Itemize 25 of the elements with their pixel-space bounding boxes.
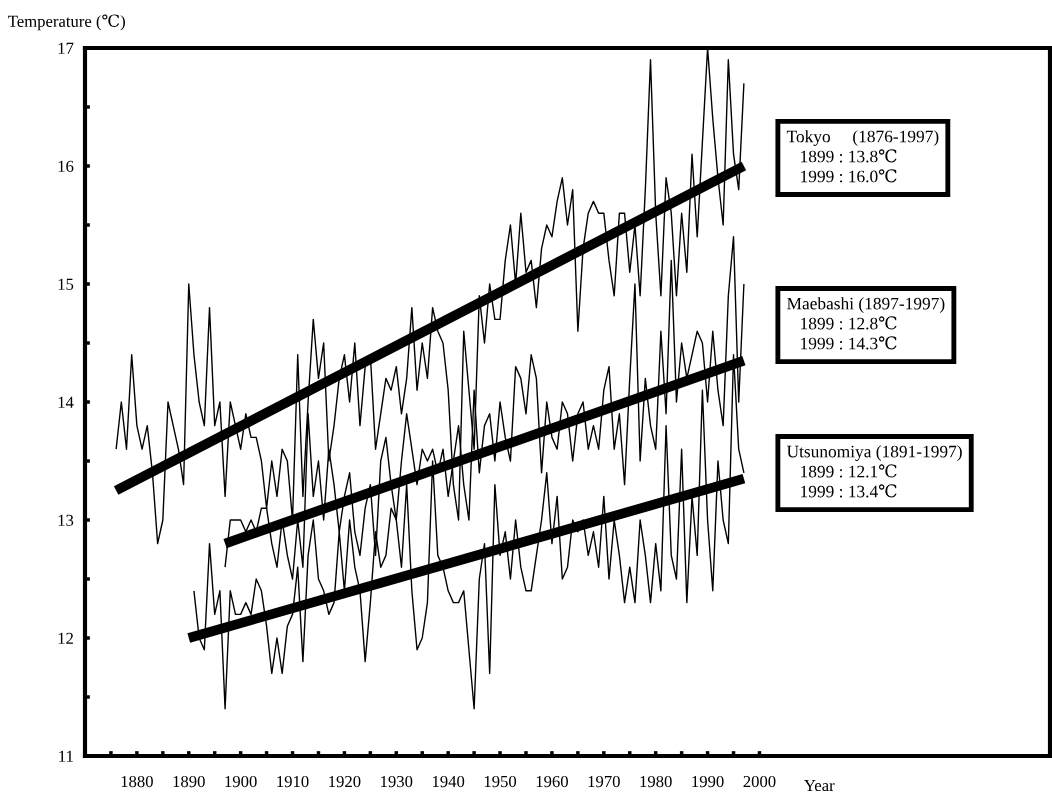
y-tick-label: 15 xyxy=(58,278,74,290)
x-tick-label: 1880 xyxy=(121,775,153,788)
x-tick-label: 1940 xyxy=(432,775,465,788)
x-tick-label: 2000 xyxy=(743,775,776,788)
x-tick-label: 1980 xyxy=(640,775,672,788)
x-tick-label: 1970 xyxy=(588,775,620,788)
y-tick-label: 11 xyxy=(59,750,73,762)
annotation: Utsunomiya (1891-1997) 1899 : 12.1℃ 1999 : 13.4℃ xyxy=(786,445,962,498)
x-tick-label: 1960 xyxy=(536,775,568,788)
x-tick-label: 1890 xyxy=(173,775,205,788)
x-axis-title: Year xyxy=(804,780,835,792)
x-tick-label: 1920 xyxy=(329,775,361,788)
x-tick-label: 1950 xyxy=(484,775,517,788)
y-tick-label: 12 xyxy=(58,632,73,644)
x-tick-label: 1990 xyxy=(692,775,724,788)
y-tick-label: 13 xyxy=(58,514,74,526)
annotation: Maebashi (1897-1997) 1899 : 12.8℃ 1999 : 14.3℃ xyxy=(787,297,945,350)
y-tick-label: 14 xyxy=(58,396,74,408)
y-tick-label: 17 xyxy=(58,42,74,54)
annotation: Tokyo (1876-1997) 1899 : 13.8℃ 1999 : 16.0℃ xyxy=(786,130,939,183)
x-tick-label: 1930 xyxy=(381,775,413,788)
x-tick-label: 1900 xyxy=(225,775,257,788)
y-tick-label: 16 xyxy=(58,160,74,172)
y-axis-title: Temperature (℃) xyxy=(8,14,125,31)
x-tick-label: 1910 xyxy=(277,775,309,788)
